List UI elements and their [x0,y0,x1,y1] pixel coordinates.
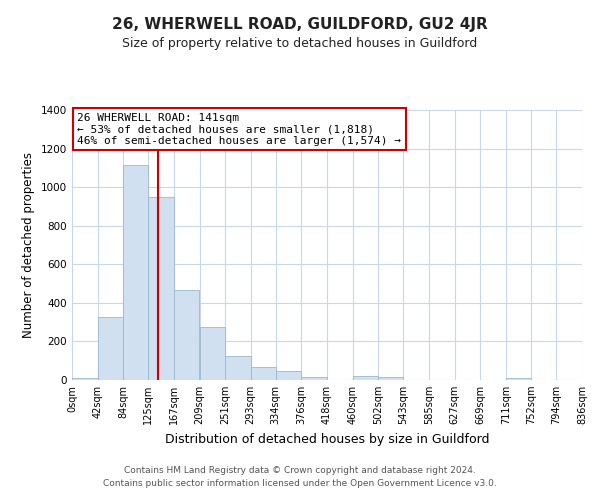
Bar [225,356,251,380]
Bar [199,327,225,380]
Bar [353,376,378,380]
Bar [72,378,98,380]
Bar [174,290,199,380]
Bar [301,376,327,380]
Y-axis label: Number of detached properties: Number of detached properties [22,152,35,338]
Bar [251,366,276,380]
Bar [276,372,301,380]
Bar [123,165,148,380]
Text: 26 WHERWELL ROAD: 141sqm
← 53% of detached houses are smaller (1,818)
46% of sem: 26 WHERWELL ROAD: 141sqm ← 53% of detach… [77,112,401,146]
Text: Contains HM Land Registry data © Crown copyright and database right 2024.
Contai: Contains HM Land Registry data © Crown c… [103,466,497,487]
Bar [506,378,531,380]
Bar [148,197,174,380]
Text: 26, WHERWELL ROAD, GUILDFORD, GU2 4JR: 26, WHERWELL ROAD, GUILDFORD, GU2 4JR [112,18,488,32]
X-axis label: Distribution of detached houses by size in Guildford: Distribution of detached houses by size … [165,432,489,446]
Text: Size of property relative to detached houses in Guildford: Size of property relative to detached ho… [122,38,478,51]
Bar [98,318,123,380]
Bar [378,377,403,380]
